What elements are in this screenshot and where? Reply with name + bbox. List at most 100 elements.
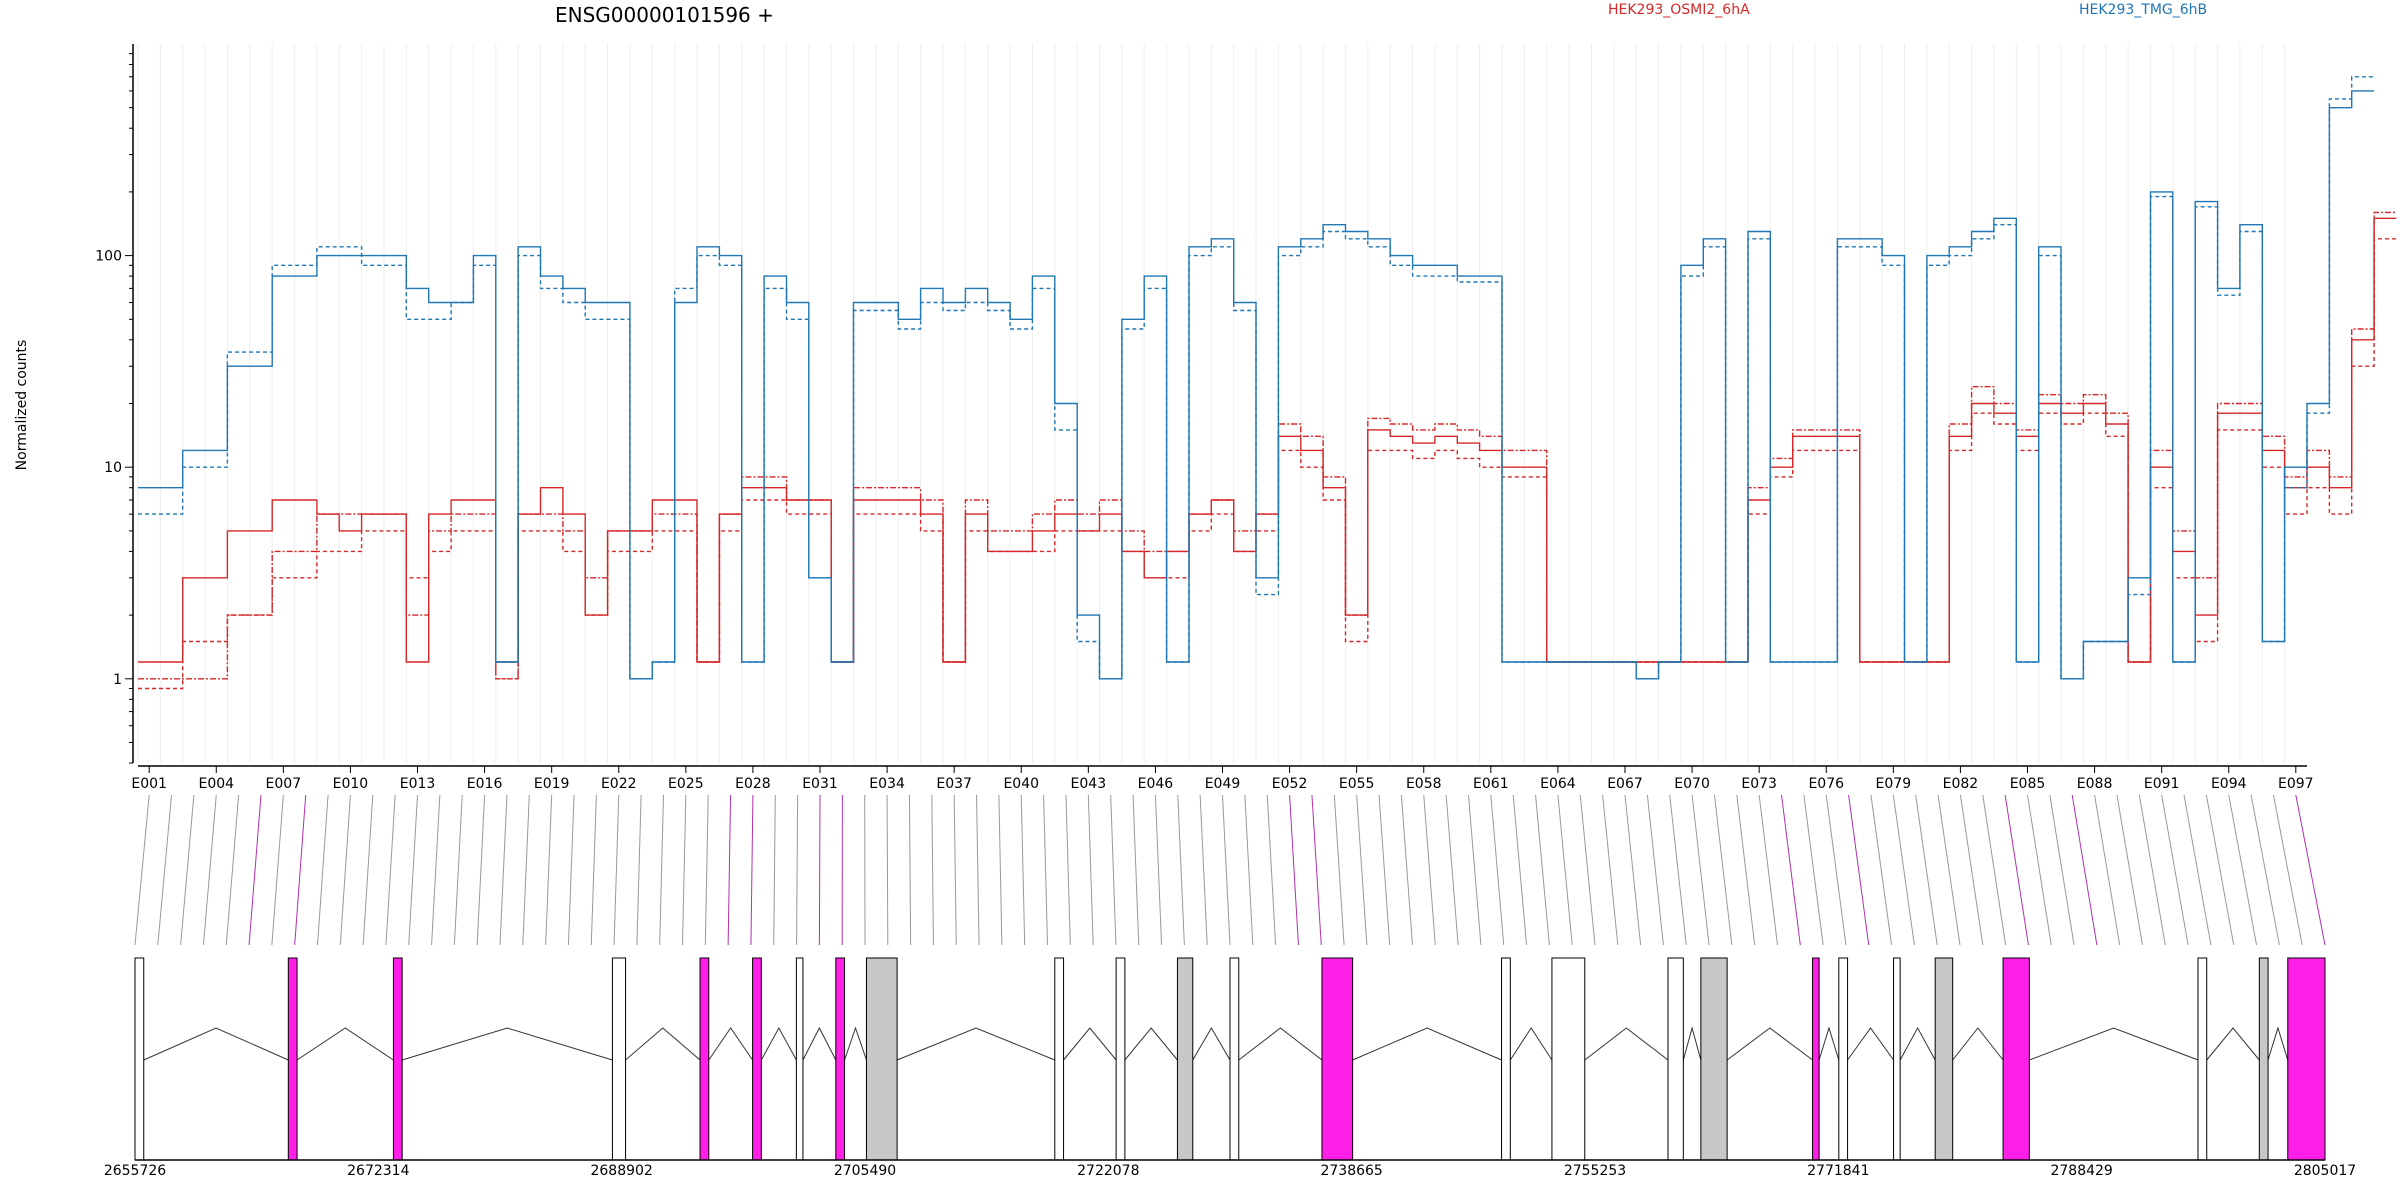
exon-connector — [1557, 794, 1573, 946]
exon-connector — [1199, 794, 1208, 946]
y-axis-label: Normalized counts — [14, 340, 30, 471]
intron-line — [1584, 1027, 1669, 1061]
intron-line — [1509, 1027, 1553, 1061]
exon-tick-label: E043 — [1071, 776, 1107, 792]
exon-block — [1115, 957, 1126, 1161]
exon-tick-label: E076 — [1808, 776, 1844, 792]
exon-connector — [613, 794, 620, 946]
exon-connector — [522, 794, 530, 946]
exon-tick-label: E079 — [1876, 776, 1912, 792]
exon-connector — [1177, 794, 1185, 946]
exon-connector — [2228, 794, 2258, 946]
exon-tick-label: E037 — [936, 776, 972, 792]
exon-connector — [1937, 794, 1961, 946]
exon-block — [2197, 957, 2208, 1161]
exon-tick-label: E058 — [1406, 776, 1442, 792]
gene-model — [134, 957, 2326, 1161]
exon-connector — [818, 794, 821, 946]
exon-connector — [476, 794, 486, 946]
genomic-tick-label: 2771841 — [1807, 1163, 1869, 1179]
exon-connector — [1736, 794, 1756, 946]
intron-line — [1352, 1027, 1502, 1061]
exon-block — [1934, 957, 1954, 1161]
series-line — [138, 238, 2397, 690]
exon-tick-label: E040 — [1003, 776, 1039, 792]
exon-connector — [1490, 794, 1505, 946]
exon-connector — [385, 794, 396, 946]
intron-line — [1899, 1026, 1936, 1061]
y-tick-label: 1 — [113, 672, 122, 688]
intron-line — [760, 1026, 797, 1061]
series-line — [138, 76, 2375, 680]
exon-connector — [180, 794, 195, 946]
intron-line — [844, 1026, 867, 1061]
exon-connector — [931, 794, 934, 946]
exon-connector — [1713, 794, 1733, 946]
exon-connector — [1624, 794, 1642, 946]
intron-line — [802, 1026, 837, 1061]
exon-block — [1667, 957, 1684, 1161]
exon-connector — [1043, 794, 1048, 946]
genomic-tick-label: 2755253 — [1564, 1163, 1626, 1179]
intron-line — [625, 1027, 701, 1061]
legend-entry-osmi2: HEK293_OSMI2_6hA — [1608, 2, 1750, 18]
exon-connector — [2183, 794, 2212, 946]
exon-block — [611, 957, 627, 1161]
exon-tick-label: E022 — [601, 776, 637, 792]
exon-connector — [2295, 794, 2326, 946]
exon-connector — [1959, 794, 1984, 946]
exon-tick-label: E028 — [735, 776, 771, 792]
intron-line — [2206, 1027, 2260, 1061]
intron-line — [1238, 1027, 1323, 1061]
exon-connector — [1087, 794, 1094, 946]
exon-connector — [796, 794, 799, 946]
intron-line — [1124, 1027, 1178, 1061]
exon-tick-label: E088 — [2077, 776, 2113, 792]
exon-tick-label: E091 — [2144, 776, 2180, 792]
exon-tick-label: E031 — [802, 776, 838, 792]
exon-connector — [1356, 794, 1368, 946]
exon-connector — [1825, 794, 1847, 946]
exon-connector — [2026, 794, 2052, 946]
exon-connector — [2138, 794, 2166, 946]
exon-block — [1700, 957, 1728, 1161]
exon-tick-label: E073 — [1741, 776, 1777, 792]
intron-line — [1818, 1026, 1840, 1061]
exon-tick-label: E049 — [1205, 776, 1241, 792]
exon-connector — [682, 794, 687, 946]
exon-block — [2258, 957, 2269, 1161]
exon-tick-label: E061 — [1473, 776, 1509, 792]
y-tick-label: 100 — [95, 249, 122, 265]
exon-connector — [773, 794, 776, 946]
exon-connector — [1154, 794, 1163, 946]
exon-tick-label: E046 — [1138, 776, 1174, 792]
exon-connector — [1222, 794, 1231, 946]
exon-tick-label: E067 — [1607, 776, 1643, 792]
exon-connector — [2094, 794, 2121, 946]
intron-line — [296, 1027, 394, 1061]
exon-block — [1812, 957, 1820, 1161]
exon-block — [2287, 957, 2326, 1161]
exon-connector — [408, 794, 419, 946]
series-line — [138, 90, 2375, 680]
exon-connector — [886, 794, 889, 946]
exon-connector — [1579, 794, 1596, 946]
exon-connector — [271, 794, 284, 946]
exon-block — [1054, 957, 1065, 1161]
exon-connector — [976, 794, 980, 946]
exon-connector — [1535, 794, 1550, 946]
exon-connector — [2116, 794, 2143, 946]
exon-connector — [545, 794, 553, 946]
exon-connector — [636, 794, 642, 946]
exon-block — [1176, 957, 1194, 1161]
exon-connector — [1691, 794, 1710, 946]
exon-connector — [2004, 794, 2029, 946]
exon-tick-label: E085 — [2010, 776, 2046, 792]
exon-connectors — [134, 794, 2326, 946]
exon-connector — [157, 794, 173, 946]
exon-block — [1501, 957, 1511, 1161]
intron-line — [2267, 1026, 2289, 1061]
intron-line — [402, 1027, 613, 1061]
genomic-tick-label: 2738665 — [1320, 1163, 1382, 1179]
